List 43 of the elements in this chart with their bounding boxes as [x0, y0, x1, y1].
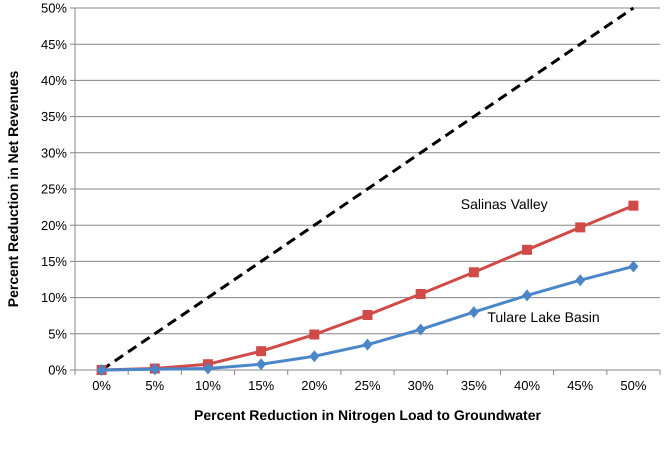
point [522, 289, 532, 302]
y-tick-label: 0% [48, 362, 68, 378]
y-axis-title: Percent Reduction in Net Revenues [5, 70, 21, 308]
y-tick-label: 15% [40, 254, 68, 269]
y-tick-label: 50% [40, 0, 68, 16]
point [362, 338, 372, 351]
x-tick-label: 35% [460, 378, 488, 393]
point [628, 200, 638, 211]
point [575, 274, 586, 286]
series-label: Salinas Valley [460, 196, 548, 212]
y-tick-label: 20% [40, 218, 68, 233]
x-tick-label: 5% [145, 378, 165, 393]
point [468, 306, 479, 318]
y-tick-label: 45% [40, 36, 68, 52]
point [416, 323, 426, 336]
y-tick-label: 10% [40, 290, 68, 306]
x-tick-label: 40% [514, 378, 540, 393]
x-tick-label: 0% [92, 378, 112, 393]
point [468, 267, 479, 278]
point [256, 358, 266, 370]
y-tick-label: 5% [48, 326, 68, 342]
point [575, 222, 586, 232]
y-tick-label: 30% [40, 145, 68, 160]
x-tick-label: 15% [248, 378, 275, 393]
x-tick-label: 30% [408, 378, 434, 393]
point [522, 244, 532, 255]
point [362, 310, 372, 320]
y-tick-label: 25% [40, 182, 68, 197]
x-tick-label: 20% [301, 378, 328, 393]
x-tick-label: 25% [354, 378, 381, 393]
point [309, 330, 320, 340]
y-tick-label: 35% [40, 109, 68, 124]
series-label: Tulare Lake Basin [487, 308, 600, 325]
x-tick-label: 45% [567, 378, 594, 393]
point [416, 288, 426, 299]
point [202, 362, 213, 375]
point [628, 260, 638, 272]
x-tick-label: 50% [620, 378, 647, 393]
point [309, 350, 320, 362]
point [256, 346, 266, 356]
x-axis-title: Percent Reduction in Nitrogen Load to Groundwater [194, 407, 542, 423]
y-tick-label: 40% [40, 72, 68, 88]
x-tick-label: 10% [194, 378, 222, 393]
